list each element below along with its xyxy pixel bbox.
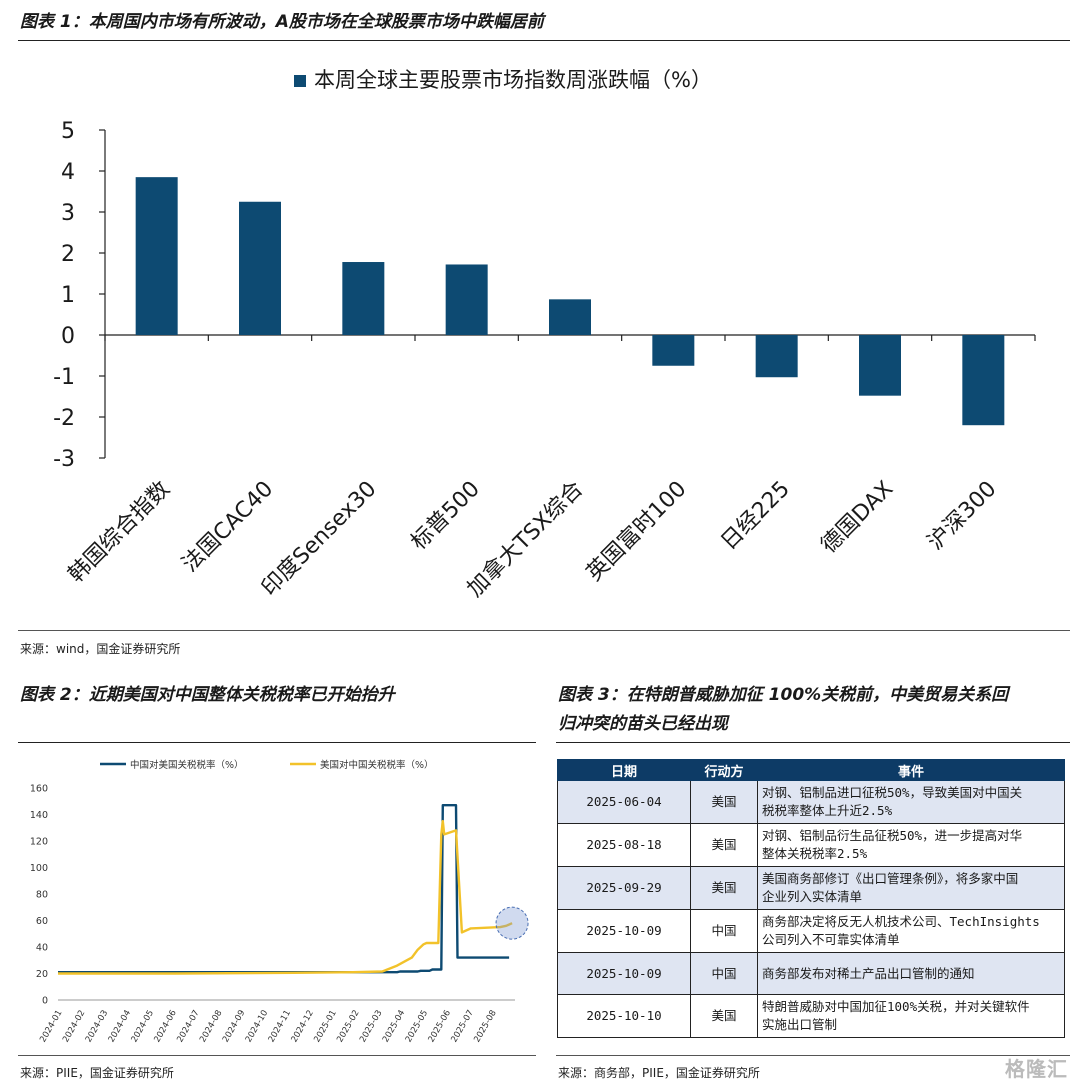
bar xyxy=(652,335,695,366)
cell-actor: 美国 xyxy=(690,823,758,867)
column-header-actor: 行动方 xyxy=(690,759,758,781)
cell-date: 2025-10-09 xyxy=(557,952,691,995)
x-tick-label: 2025-08 xyxy=(472,1009,498,1045)
series-line xyxy=(58,819,513,975)
table-row: 2025-06-04 美国 对钢、铝制品进口征税50%，导致美国对中国关 税税率整体上… xyxy=(557,780,1065,824)
x-tick-label: 英国富时100 xyxy=(582,477,692,587)
y-tick-label: -1 xyxy=(53,365,75,390)
cell-event: 商务部发布对稀土产品出口管制的通知 xyxy=(757,952,1065,995)
y-tick-label: 40 xyxy=(36,943,48,954)
cell-date: 2025-10-09 xyxy=(557,909,691,953)
cell-date: 2025-06-04 xyxy=(557,780,691,824)
table-row: 2025-10-09 中国 商务部发布对稀土产品出口管制的通知 xyxy=(557,952,1065,995)
y-tick-label: 60 xyxy=(36,916,48,927)
figure2-source: 来源：PIIE，国金证券研究所 xyxy=(20,1066,174,1080)
legend-label: 美国对中国关税税率（%） xyxy=(320,759,434,771)
x-tick-label: 沪深300 xyxy=(923,477,1001,555)
y-tick-label: 160 xyxy=(30,784,48,795)
table-row: 2025-10-10 美国 特朗普威胁对中国加征100%关税，并对关键软件 实施出口管… xyxy=(557,994,1065,1038)
cell-event: 商务部决定将反无人机技术公司、TechInsights 公司列入不可靠实体清单 xyxy=(757,909,1065,953)
x-tick-label: 标普500 xyxy=(406,477,484,555)
table-header-row: 日期 行动方 事件 xyxy=(557,759,1065,781)
y-tick-label: 1 xyxy=(61,283,75,308)
cell-event: 对钢、铝制品进口征税50%，导致美国对中国关 税税率整体上升近2.5% xyxy=(757,780,1065,824)
bar xyxy=(962,335,1005,426)
bar-chart: 本周全球主要股票市场指数周涨跌幅（%） 5 4 3 2 1 0 -1 -2 -3 韩国综合指数法… xyxy=(53,68,1036,602)
y-tick-label: 20 xyxy=(36,969,48,980)
event-line: 公司列入不可靠实体清单 xyxy=(762,932,900,947)
figure1-top-rule xyxy=(18,40,1070,41)
y-tick-label: 80 xyxy=(36,890,48,901)
event-line: 税税率整体上升近2.5% xyxy=(762,803,893,818)
table-row: 2025-09-29 美国 美国商务部修订《出口管理条例》，将多家中国 企业列入实体清… xyxy=(557,866,1065,910)
x-tick-label: 法国CAC40 xyxy=(178,477,279,578)
table-row: 2025-10-09 中国 商务部决定将反无人机技术公司、TechInsights 公… xyxy=(557,909,1065,953)
bar xyxy=(239,201,281,335)
figure3-heading-line1: 图表 3：在特朗普威胁加征 100%关税前，中美贸易关系回 xyxy=(558,685,1009,705)
cell-event: 美国商务部修订《出口管理条例》，将多家中国 企业列入实体清单 xyxy=(757,866,1065,910)
watermark-logo: 格隆汇 xyxy=(1005,1057,1068,1081)
event-line: 对钢、铝制品进口征税50%，导致美国对中国关 xyxy=(762,785,1023,800)
y-tick-label: 5 xyxy=(61,119,75,144)
column-header-event: 事件 xyxy=(757,759,1065,781)
events-table: 日期 行动方 事件 2025-06-04 美国 对钢、铝制品进口征税50%，导致美国… xyxy=(557,759,1065,1038)
event-line: 对钢、铝制品衍生品征税50%，进一步提高对华 xyxy=(762,828,1023,843)
figure2-top-rule xyxy=(18,742,536,743)
cell-date: 2025-08-18 xyxy=(557,823,691,867)
cell-event: 对钢、铝制品衍生品征税50%，进一步提高对华 整体关税税率2.5% xyxy=(757,823,1065,867)
cell-actor: 美国 xyxy=(690,780,758,824)
legend-swatch xyxy=(294,75,306,87)
event-line: 商务部发布对稀土产品出口管制的通知 xyxy=(762,965,975,981)
column-header-date: 日期 xyxy=(557,759,691,781)
bar xyxy=(135,177,178,335)
y-tick-label: -2 xyxy=(53,406,75,431)
y-tick-label: 140 xyxy=(30,810,48,821)
line-chart: 中国对美国关税税率（%） 美国对中国关税税率（%） 0 20 40 60 80 100 120… xyxy=(30,759,529,1045)
event-line: 美国商务部修订《出口管理条例》，将多家中国 xyxy=(762,871,1019,886)
y-tick-label: 3 xyxy=(61,201,75,226)
y-tick-label: 100 xyxy=(30,863,48,874)
event-line: 商务部决定将反无人机技术公司、TechInsights xyxy=(762,914,1040,929)
event-line: 特朗普威胁对中国加征100%关税，并对关键软件 xyxy=(762,999,1030,1014)
highlight-circle xyxy=(495,906,529,940)
cell-actor: 中国 xyxy=(690,952,758,995)
cell-date: 2025-09-29 xyxy=(557,866,691,910)
table-row: 2025-08-18 美国 对钢、铝制品衍生品征税50%，进一步提高对华 整体关税税率… xyxy=(557,823,1065,867)
bar xyxy=(342,262,385,335)
y-tick-label: 0 xyxy=(42,996,48,1007)
y-tick-label: 2 xyxy=(61,242,75,267)
figure1-bottom-rule xyxy=(18,630,1070,631)
figure3-heading-line2: 归冲突的苗头已经出现 xyxy=(558,714,728,734)
figure3-top-rule xyxy=(556,742,1070,743)
cell-actor: 美国 xyxy=(690,994,758,1038)
bar xyxy=(755,335,798,378)
figure2-heading: 图表 2：近期美国对中国整体关税税率已开始抬升 xyxy=(20,685,395,705)
x-tick-label: 日经225 xyxy=(716,477,794,555)
figure1-heading: 图表 1：本周国内市场有所波动，A股市场在全球股票市场中跌幅居前 xyxy=(20,12,544,32)
legend-label: 本周全球主要股票市场指数周涨跌幅（%） xyxy=(314,68,712,92)
x-tick-label: 德国DAX xyxy=(816,477,898,559)
series-line xyxy=(58,804,510,974)
bar xyxy=(859,335,901,396)
y-tick-label: 120 xyxy=(30,837,48,848)
figure2-bottom-rule xyxy=(18,1055,536,1056)
event-line: 企业列入实体清单 xyxy=(762,889,863,904)
event-line: 整体关税税率2.5% xyxy=(762,846,868,861)
event-line: 实施出口管制 xyxy=(762,1017,838,1032)
figure3-source: 来源：商务部，PIIE，国金证券研究所 xyxy=(558,1066,760,1080)
cell-actor: 中国 xyxy=(690,909,758,953)
bar xyxy=(445,264,488,335)
y-tick-label: -3 xyxy=(53,447,75,472)
y-tick-label: 0 xyxy=(61,324,75,349)
cell-actor: 美国 xyxy=(690,866,758,910)
x-tick-label: 韩国综合指数 xyxy=(64,477,175,588)
figure1-source: 来源：wind，国金证券研究所 xyxy=(20,642,181,656)
legend-label: 中国对美国关税税率（%） xyxy=(130,759,244,771)
cell-date: 2025-10-10 xyxy=(557,994,691,1038)
figure3-bottom-rule xyxy=(556,1055,1070,1056)
bar xyxy=(549,299,591,335)
cell-event: 特朗普威胁对中国加征100%关税，并对关键软件 实施出口管制 xyxy=(757,994,1065,1038)
y-tick-label: 4 xyxy=(61,160,75,185)
